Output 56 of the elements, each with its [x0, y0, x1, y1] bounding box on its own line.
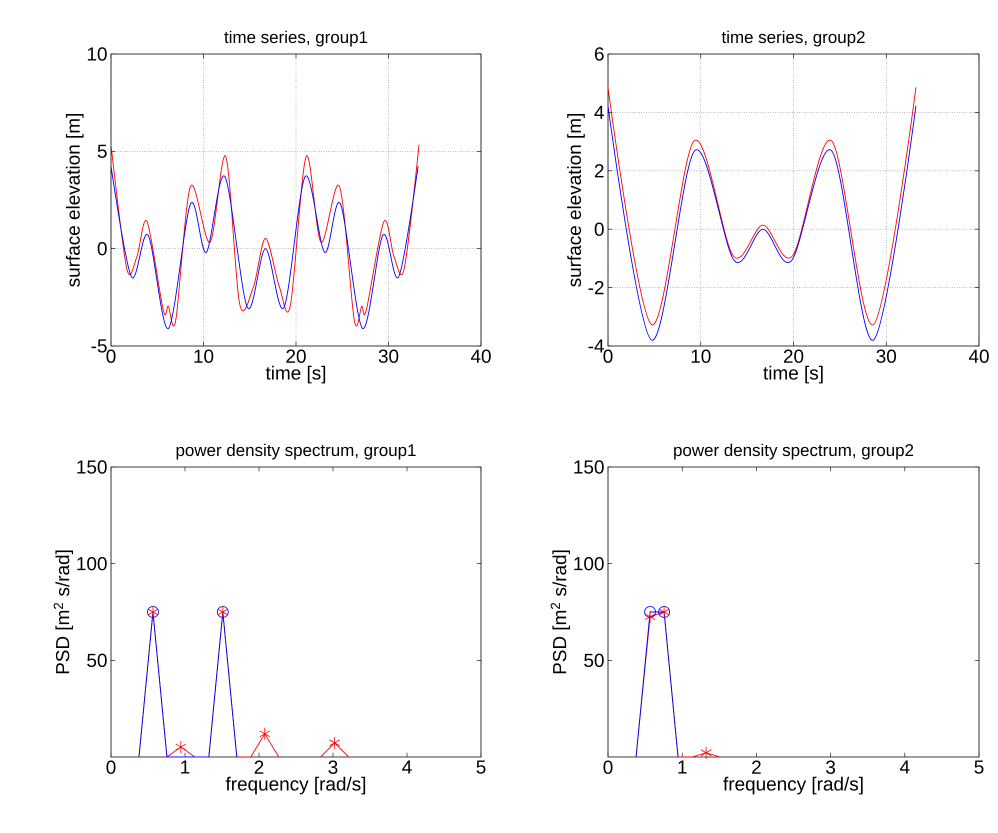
x-tick-label: 20: [784, 350, 804, 363]
point: [644, 610, 656, 624]
y-tick-label: 150: [574, 460, 604, 474]
y-tick-label: -2: [588, 280, 604, 294]
y-tick-label: 50: [584, 654, 604, 668]
x-tick-label: 2: [752, 760, 761, 774]
x-tick-label: 30: [378, 350, 398, 363]
x-axis-title: frequency [rad/s]: [723, 776, 863, 794]
x-tick-label: 10: [194, 350, 214, 363]
chart-title: power density spectrum, group2: [674, 444, 914, 460]
y-axis-title: surface elevation [m]: [567, 114, 585, 287]
y-axis-title: surface elevation [m]: [66, 114, 84, 287]
y-axis-title: PSD [m$^{2}$ s/rad]: [54, 550, 74, 674]
y-tick-label: 150: [77, 460, 107, 474]
x-tick-label: 40: [968, 350, 989, 363]
point: [259, 727, 270, 740]
x-axis-title: frequency [rad/s]: [226, 776, 366, 794]
y-tick-label: 6: [594, 47, 604, 61]
chart-title: power density spectrum, group1: [176, 444, 416, 460]
y-tick-label: 2: [594, 164, 604, 178]
point: [329, 736, 340, 750]
x-tick-label: 1: [678, 760, 687, 774]
x-tick-label: 3: [328, 760, 338, 774]
x-tick-label: 20: [286, 350, 306, 363]
x-tick-label: 0: [603, 760, 613, 774]
x-tick-label: 4: [402, 760, 412, 774]
x-axis-title: time [s]: [266, 366, 326, 384]
x-tick-label: 10: [692, 350, 711, 363]
y-tick-label: 50: [87, 654, 107, 668]
x-tick-label: 1: [181, 760, 190, 774]
x-tick-label: 0: [603, 350, 613, 363]
y-tick-label: 0: [594, 222, 604, 236]
x-tick-label: 5: [476, 760, 486, 774]
x-tick-label: 3: [826, 760, 836, 774]
x-axis-title: time [s]: [763, 366, 823, 384]
x-tick-label: 5: [974, 760, 984, 774]
y-tick-label: 4: [594, 106, 604, 119]
x-tick-label: 0: [106, 350, 116, 363]
x-tick-label: 4: [900, 760, 910, 774]
y-tick-label: 100: [77, 556, 107, 570]
y-tick-label: 10: [88, 47, 107, 61]
chart-title: time series, group1: [224, 30, 368, 46]
y-axis-title: PSD [m$^{2}$ s/rad]: [550, 550, 570, 674]
point: [700, 746, 712, 760]
y-tick-label: 5: [98, 144, 107, 158]
x-tick-label: 30: [876, 350, 896, 363]
x-tick-label: 40: [470, 350, 491, 363]
x-tick-label: 0: [106, 760, 116, 774]
y-tick-label: 100: [574, 556, 604, 570]
x-tick-label: 2: [254, 760, 264, 774]
y-tick-label: -5: [91, 339, 107, 353]
y-tick-label: -4: [588, 339, 604, 353]
point: [175, 740, 186, 754]
y-tick-label: 0: [98, 242, 107, 256]
point: [644, 606, 656, 618]
chart-title: time series, group2: [722, 30, 865, 46]
